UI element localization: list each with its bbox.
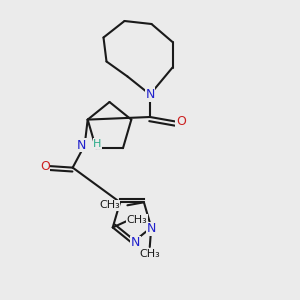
- Text: N: N: [145, 88, 155, 101]
- Text: O: O: [176, 115, 186, 128]
- Text: N: N: [131, 236, 140, 250]
- Text: CH₃: CH₃: [126, 215, 147, 225]
- Text: CH₃: CH₃: [140, 250, 160, 260]
- Text: CH₃: CH₃: [99, 200, 120, 210]
- Text: O: O: [40, 160, 50, 172]
- Text: N: N: [147, 223, 156, 236]
- Text: H: H: [93, 139, 101, 148]
- Text: N: N: [77, 139, 86, 152]
